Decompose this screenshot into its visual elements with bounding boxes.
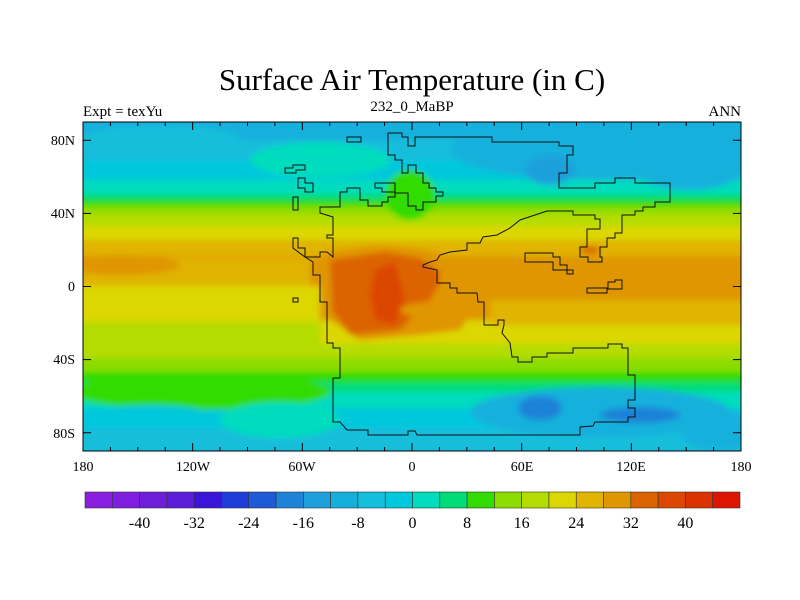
colorbar-box xyxy=(575,491,604,509)
y-tick-label: 80S xyxy=(53,427,75,442)
colorbar-box xyxy=(221,491,250,509)
colorbar-box xyxy=(466,491,495,509)
y-tick-label: 0 xyxy=(68,280,75,295)
colorbar-box xyxy=(685,491,714,509)
x-tick-label: 120E xyxy=(616,460,646,475)
x-axis-labels: 180 120W 60W 0 60E 120E 180 xyxy=(73,460,752,475)
colorbar-box xyxy=(166,491,195,509)
colorbar-box xyxy=(439,491,468,509)
colorbar-box xyxy=(84,491,113,509)
coastline xyxy=(284,132,671,436)
colorbar-box xyxy=(412,491,441,509)
y-tick-label: 40S xyxy=(53,353,75,368)
colorbar-label: 40 xyxy=(677,515,693,532)
colorbar-box xyxy=(603,491,632,509)
x-tick-label: 120W xyxy=(176,460,211,475)
colorbar-box xyxy=(712,491,741,509)
center-string: 232_0_MaBP xyxy=(370,99,453,115)
colorbar-box xyxy=(630,491,659,509)
colorbar-box xyxy=(139,491,168,509)
colorbar-label: 16 xyxy=(514,515,530,532)
colorbar-box xyxy=(303,491,331,509)
colorbar-box xyxy=(384,491,413,509)
left-string: Expt = texYu xyxy=(83,104,163,120)
y-tick-label: 40N xyxy=(51,207,75,222)
colorbar-box xyxy=(494,491,522,509)
x-tick-label: 180 xyxy=(731,460,752,475)
plot-title: Surface Air Temperature (in C) xyxy=(219,62,605,97)
colorbar-label: 8 xyxy=(463,515,471,532)
colorbar-box xyxy=(275,491,304,509)
axis-ticks xyxy=(82,122,742,451)
colorbar-box xyxy=(357,491,386,509)
x-tick-label: 0 xyxy=(409,460,416,475)
colorbar-box xyxy=(248,491,277,509)
colorbar-label: -8 xyxy=(351,515,364,532)
colorbar-box xyxy=(111,491,140,509)
temperature-field xyxy=(83,122,741,451)
x-tick-label: 60W xyxy=(288,460,316,475)
y-tick-label: 80N xyxy=(51,134,75,149)
colorbar-box xyxy=(330,491,359,509)
y-axis-labels: 80N 40N 0 40S 80S xyxy=(51,134,75,442)
colorbar-box xyxy=(193,491,222,509)
colorbar-box xyxy=(521,491,550,509)
colorbar-label: 24 xyxy=(568,515,584,532)
colorbar-label: 0 xyxy=(409,515,417,532)
x-tick-label: 180 xyxy=(73,460,94,475)
colorbar: -40 -32 -24 -16 -8 0 8 16 24 32 40 xyxy=(84,491,741,532)
colorbar-label: -16 xyxy=(293,515,314,532)
x-tick-label: 60E xyxy=(511,460,534,475)
colorbar-label: 32 xyxy=(623,515,639,532)
colorbar-box xyxy=(548,491,577,509)
right-string: ANN xyxy=(709,104,742,120)
colorbar-box xyxy=(657,491,686,509)
colorbar-label: -32 xyxy=(184,515,205,532)
colorbar-label: -24 xyxy=(238,515,259,532)
colorbar-label: -40 xyxy=(129,515,150,532)
